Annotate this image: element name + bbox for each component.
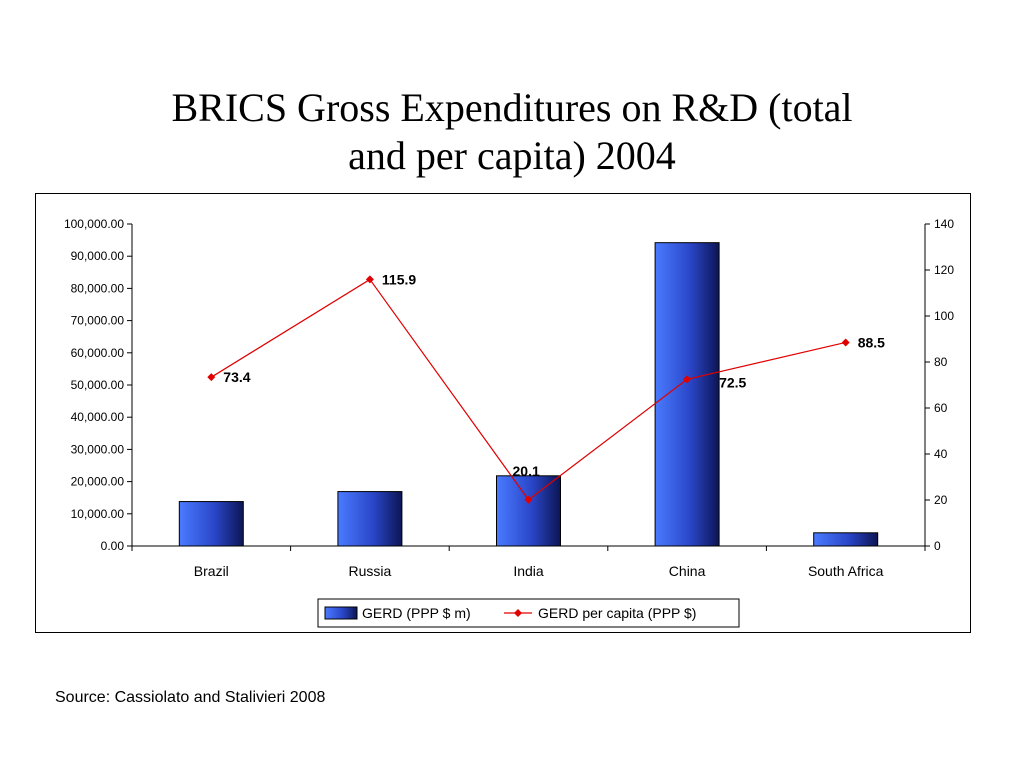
y-right-tick-label: 60 (934, 401, 948, 415)
y-left-tick-label: 20,000.00 (71, 475, 125, 489)
y-left-tick-label: 30,000.00 (71, 442, 125, 456)
per-capita-point (683, 375, 692, 384)
x-tick-label: Russia (349, 563, 392, 579)
y-right-tick-label: 100 (934, 309, 954, 323)
bar-south-africa (813, 532, 879, 547)
x-tick-label: South Africa (808, 563, 884, 579)
x-tick-label: Brazil (194, 563, 229, 579)
data-label: 73.4 (223, 369, 250, 385)
legend-swatch-marker (514, 609, 522, 617)
data-label: 115.9 (382, 271, 416, 287)
title-line-1: BRICS Gross Expenditures on R&D (total (171, 85, 853, 130)
data-label: 88.5 (858, 334, 885, 350)
bar-india (496, 475, 561, 547)
per-capita-point (365, 275, 374, 284)
legend-swatch-bar (324, 606, 358, 620)
data-label: 72.5 (719, 374, 746, 390)
y-right-tick-label: 80 (934, 355, 948, 369)
y-right-tick-label: 40 (934, 447, 948, 461)
y-left-tick-label: 0.00 (101, 539, 125, 553)
y-right-tick-label: 140 (934, 217, 954, 231)
chart-frame: 0.00 10,000.00 20,000.00 30,000.00 40,000.00… (35, 193, 971, 633)
y-left-tick-label: 10,000.00 (71, 507, 125, 521)
y-right-tick-label: 0 (934, 539, 941, 553)
per-capita-point (207, 373, 216, 382)
title-line-2: and per capita) 2004 (348, 133, 676, 178)
data-label: 20.1 (513, 463, 540, 479)
y-left-tick-label: 50,000.00 (71, 378, 125, 392)
y-left-tick-label: 60,000.00 (71, 346, 125, 360)
source-note: Source: Cassiolato and Stalivieri 2008 (55, 689, 326, 706)
per-capita-point (841, 338, 850, 347)
y-left-tick-label: 100,000.00 (64, 217, 124, 231)
y-right-tick-label: 120 (934, 263, 954, 277)
y-left-tick-label: 40,000.00 (71, 410, 125, 424)
per-capita-point (524, 495, 533, 504)
legend-label-line: GERD per capita (PPP $) (538, 605, 696, 621)
bar-brazil (178, 501, 244, 547)
chart: 0.00 10,000.00 20,000.00 30,000.00 40,000.00… (64, 217, 954, 628)
x-tick-label: China (669, 563, 706, 579)
y-left-tick-label: 90,000.00 (71, 249, 125, 263)
legend-label-bar: GERD (PPP $ m) (362, 605, 471, 621)
bar-russia (337, 491, 403, 547)
y-left-tick-label: 80,000.00 (71, 281, 125, 295)
x-tick-label: India (513, 563, 544, 579)
bar-china (654, 242, 720, 547)
slide-title: BRICS Gross Expenditures on R&D (total a… (62, 84, 962, 180)
y-right-tick-label: 20 (934, 493, 948, 507)
y-left-tick-label: 70,000.00 (71, 314, 125, 328)
